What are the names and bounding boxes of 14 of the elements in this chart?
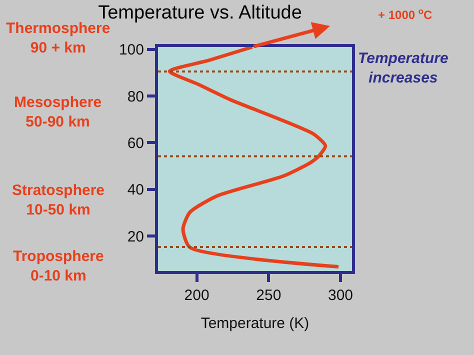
- y-tick-label: 80: [127, 88, 144, 106]
- y-tick-label: 40: [127, 182, 144, 199]
- text: Temperature increases: [358, 50, 448, 86]
- y-tick-label: 60: [127, 134, 144, 152]
- x-tick-label: 200: [184, 287, 210, 304]
- x-tick-label: 300: [328, 287, 354, 304]
- y-tick-label: 20: [127, 228, 144, 246]
- text: Troposphere 0-10 km: [13, 248, 104, 284]
- y-tick-label: 100: [118, 42, 144, 59]
- text: + 1000 $^{o}$C: [378, 6, 432, 22]
- x-tick-label: 250: [256, 287, 282, 304]
- text: Stratosphere 10-50 km: [12, 182, 105, 218]
- x-axis-title: Temperature (K): [200, 315, 310, 332]
- text: Mesosphere 50-90 km: [14, 94, 102, 130]
